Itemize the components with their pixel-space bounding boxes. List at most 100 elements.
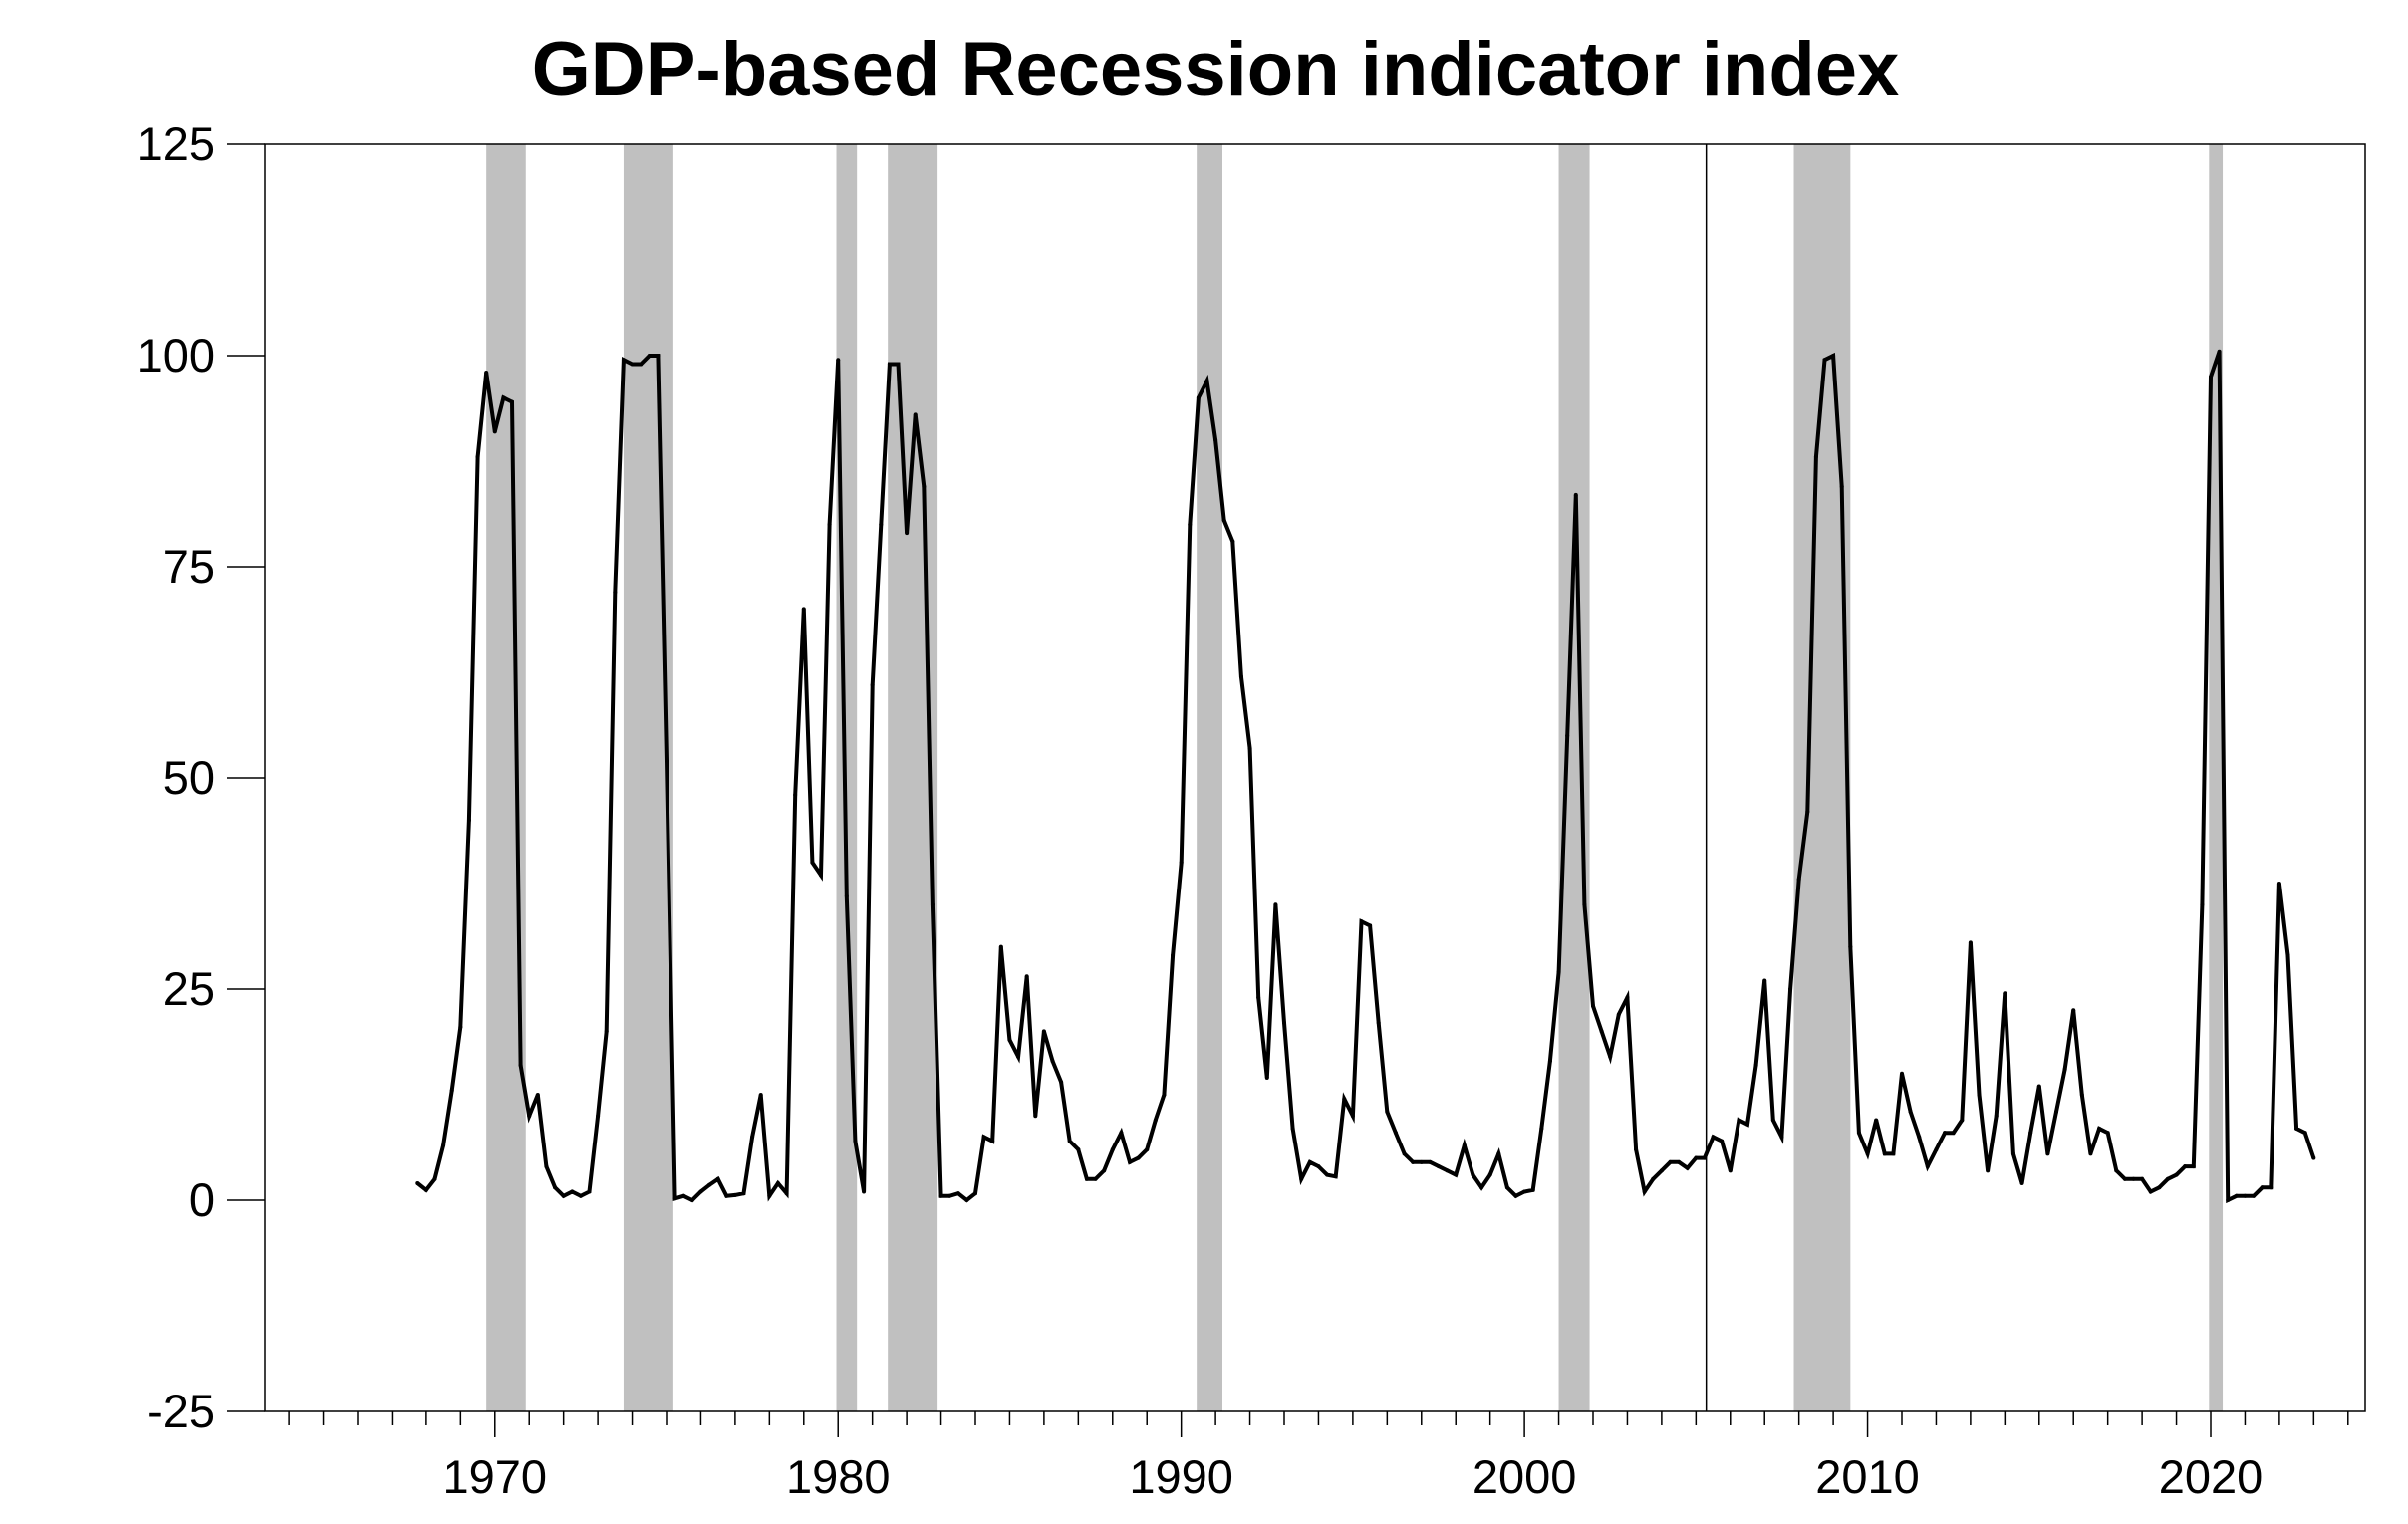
data-point-18 <box>570 1189 575 1194</box>
data-point-170 <box>1874 1118 1879 1123</box>
data-point-32 <box>689 1198 694 1202</box>
data-point-92 <box>1204 379 1209 383</box>
data-point-5 <box>458 1025 463 1030</box>
data-point-36 <box>724 1193 729 1198</box>
series-layer <box>415 349 2316 1204</box>
x-tick-label-1: 1980 <box>786 1450 891 1503</box>
data-point-118 <box>1428 1159 1433 1164</box>
data-point-143 <box>1642 1189 1647 1194</box>
data-point-124 <box>1479 1185 1484 1190</box>
data-point-69 <box>1007 1037 1012 1042</box>
recession-shading-layer <box>486 144 2224 1411</box>
data-point-55 <box>887 362 892 367</box>
data-point-151 <box>1711 1135 1716 1140</box>
data-point-17 <box>561 1193 566 1198</box>
data-point-113 <box>1385 1109 1390 1114</box>
data-point-3 <box>441 1143 446 1147</box>
data-point-37 <box>732 1192 737 1197</box>
data-point-221 <box>2311 1155 2316 1160</box>
data-point-169 <box>1865 1151 1870 1156</box>
data-point-19 <box>578 1193 583 1198</box>
data-point-133 <box>1556 970 1561 975</box>
data-point-139 <box>1608 1054 1613 1059</box>
data-point-71 <box>1024 974 1029 979</box>
data-point-110 <box>1359 919 1364 924</box>
data-point-108 <box>1342 1097 1347 1102</box>
data-point-131 <box>1539 1126 1544 1131</box>
data-point-125 <box>1487 1172 1492 1177</box>
data-point-10 <box>501 395 506 400</box>
data-point-194 <box>2079 1093 2084 1097</box>
data-point-94 <box>1221 518 1226 523</box>
data-point-207 <box>2191 1164 2196 1169</box>
x-tick-label-5: 2020 <box>2159 1450 2264 1503</box>
data-point-22 <box>604 1029 609 1034</box>
data-point-144 <box>1651 1176 1656 1181</box>
data-point-178 <box>1943 1131 1948 1136</box>
data-point-217 <box>2276 882 2281 886</box>
y-tick-label-5: 100 <box>137 329 215 381</box>
data-point-60 <box>930 902 935 907</box>
data-point-47 <box>819 873 823 878</box>
x-tick-label-3: 2000 <box>1472 1450 1577 1503</box>
data-point-198 <box>2114 1168 2119 1173</box>
data-point-155 <box>1745 1122 1749 1127</box>
y-tick-label-2: 25 <box>163 962 215 1015</box>
data-point-121 <box>1454 1172 1459 1177</box>
data-point-153 <box>1728 1168 1733 1173</box>
data-point-130 <box>1530 1187 1535 1192</box>
data-point-45 <box>801 607 806 612</box>
data-point-73 <box>1041 1029 1046 1034</box>
data-point-122 <box>1462 1143 1467 1147</box>
data-point-145 <box>1659 1168 1664 1173</box>
data-point-24 <box>621 358 626 363</box>
data-point-158 <box>1770 1118 1775 1123</box>
data-point-173 <box>1900 1071 1904 1076</box>
data-point-140 <box>1616 1012 1621 1017</box>
data-point-66 <box>981 1135 986 1140</box>
data-point-212 <box>2234 1193 2239 1198</box>
data-point-86 <box>1153 1118 1158 1123</box>
data-point-102 <box>1290 1126 1295 1131</box>
x-tick-label-2: 1990 <box>1129 1450 1233 1503</box>
data-point-21 <box>596 1114 601 1119</box>
data-point-75 <box>1059 1080 1064 1085</box>
data-point-35 <box>715 1176 720 1181</box>
data-point-192 <box>2062 1067 2067 1072</box>
data-point-98 <box>1256 995 1261 1000</box>
data-point-65 <box>973 1191 977 1196</box>
data-point-167 <box>1848 944 1853 949</box>
data-point-95 <box>1230 539 1235 544</box>
data-point-27 <box>647 354 652 358</box>
data-point-78 <box>1084 1176 1089 1181</box>
axes-layer: -25 0 25 50 75 100 125 1970 1980 1990 2000 2010 2020 <box>137 118 2366 1503</box>
plot-frame <box>264 143 2366 1412</box>
data-point-48 <box>827 522 832 527</box>
data-point-53 <box>870 682 875 687</box>
data-point-114 <box>1393 1131 1398 1136</box>
data-point-79 <box>1093 1176 1098 1181</box>
data-point-138 <box>1599 1029 1604 1034</box>
data-point-147 <box>1677 1159 1682 1164</box>
data-point-91 <box>1196 395 1201 400</box>
y-tick-label-1: 0 <box>189 1173 215 1226</box>
data-point-96 <box>1238 674 1243 679</box>
data-point-137 <box>1591 1003 1595 1008</box>
data-point-62 <box>947 1193 952 1198</box>
data-point-188 <box>2028 1131 2033 1136</box>
data-point-166 <box>1839 484 1844 489</box>
data-point-43 <box>784 1191 789 1196</box>
data-point-7 <box>475 454 480 459</box>
data-point-196 <box>2097 1126 2102 1131</box>
data-point-181 <box>1968 940 1973 945</box>
data-point-85 <box>1145 1147 1150 1152</box>
data-point-0 <box>415 1181 420 1186</box>
data-point-220 <box>2302 1131 2307 1136</box>
data-point-141 <box>1625 995 1630 1000</box>
data-point-197 <box>2105 1131 2110 1136</box>
data-point-12 <box>518 1063 523 1068</box>
data-point-44 <box>793 792 798 797</box>
data-point-67 <box>990 1139 995 1143</box>
data-point-171 <box>1882 1151 1887 1156</box>
data-point-77 <box>1076 1147 1081 1152</box>
